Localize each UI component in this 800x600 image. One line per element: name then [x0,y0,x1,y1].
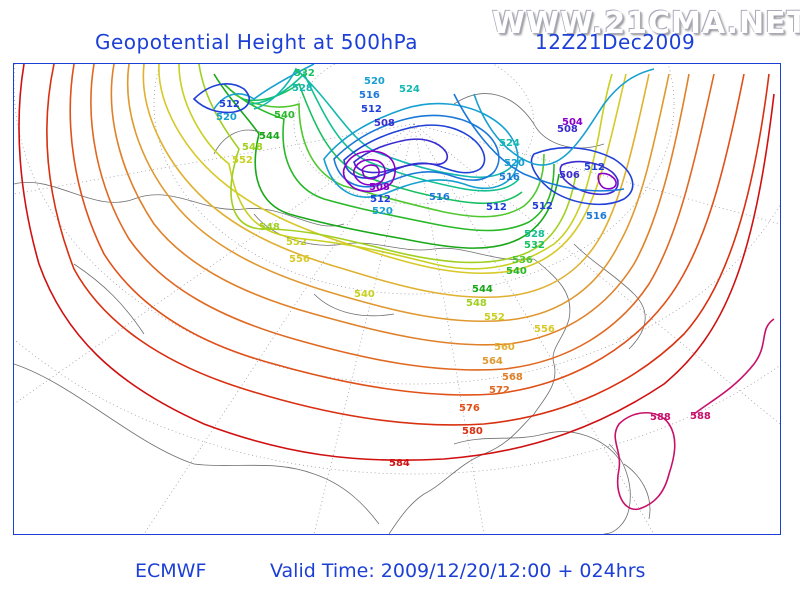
svg-text:580: 580 [462,426,483,437]
watermark-text: WWW.21CMA.NET [492,6,800,41]
contour-labels: 532 528 520 524 516 512 508 512 520 540 … [216,68,711,469]
svg-text:520: 520 [364,76,385,87]
contour-516 [333,114,500,188]
svg-text:512: 512 [370,194,391,205]
contour-588a [614,412,676,510]
coastlines [14,93,651,534]
svg-text:564: 564 [482,356,503,367]
contour-572 [90,64,715,371]
svg-text:552: 552 [286,237,307,248]
svg-text:512: 512 [361,104,382,115]
contour-532 [241,82,523,205]
contour-520 [213,64,315,110]
svg-text:552: 552 [232,155,253,166]
svg-text:588: 588 [690,411,711,422]
svg-text:524: 524 [499,138,520,149]
svg-text:528: 528 [292,83,313,94]
height-contours [18,64,775,510]
svg-text:532: 532 [524,240,545,251]
svg-text:512: 512 [219,99,240,110]
model-label: ECMWF [135,560,207,582]
contour-504a [342,150,396,193]
contour-568 [110,64,690,346]
contour-520b [323,102,519,198]
contour-520c [473,68,655,166]
svg-text:584: 584 [389,458,410,469]
map-title: Geopotential Height at 500hPa [95,30,419,54]
svg-text:572: 572 [489,385,510,396]
svg-text:588: 588 [650,412,671,423]
svg-text:516: 516 [586,211,607,222]
svg-text:556: 556 [289,254,310,265]
svg-text:520: 520 [372,206,393,217]
svg-text:512: 512 [486,202,507,213]
svg-text:532: 532 [294,68,315,79]
contour-504b [352,158,386,186]
contour-512c [192,83,250,114]
contour-map: 532 528 520 524 516 512 508 512 520 540 … [14,64,780,534]
contour-580 [46,64,770,426]
svg-text:544: 544 [472,284,493,295]
svg-text:540: 540 [506,266,527,277]
map-panel: 532 528 520 524 516 512 508 512 520 540 … [13,63,781,535]
map-datestamp: 12Z21Dec2009 [535,30,696,54]
contour-508 [353,138,448,174]
contour-564 [126,64,670,323]
contour-504d [597,172,617,190]
svg-text:544: 544 [259,131,280,142]
svg-text:520: 520 [504,158,525,169]
contour-512 [343,124,486,179]
svg-text:548: 548 [466,298,487,309]
svg-text:528: 528 [524,229,545,240]
contour-576 [69,64,745,396]
svg-text:508: 508 [369,182,390,193]
contour-508b [559,160,619,196]
contour-588b [693,318,775,415]
svg-text:552: 552 [484,312,505,323]
valid-time-label: Valid Time: 2009/12/20/12:00 + 024hrs [270,560,646,582]
svg-text:576: 576 [459,403,480,414]
svg-text:536: 536 [512,255,533,266]
svg-text:548: 548 [259,222,280,233]
svg-text:560: 560 [494,342,515,353]
svg-text:516: 516 [499,172,520,183]
svg-text:516: 516 [359,90,380,101]
contour-552 [178,64,613,270]
svg-text:508: 508 [557,124,578,135]
svg-text:520: 520 [216,112,237,123]
svg-text:512: 512 [532,201,553,212]
svg-text:524: 524 [399,84,420,95]
contour-544 [213,73,560,249]
svg-text:540: 540 [354,289,375,300]
contour-516b [453,93,625,192]
svg-text:568: 568 [502,372,523,383]
svg-text:512: 512 [584,162,605,173]
svg-text:540: 540 [274,110,295,121]
contour-536 [233,93,545,218]
contour-556 [158,64,627,275]
svg-text:508: 508 [374,118,395,129]
contour-512b [530,146,634,206]
svg-text:556: 556 [534,324,555,335]
svg-text:504: 504 [562,117,583,128]
svg-text:548: 548 [242,142,263,153]
contour-560 [142,64,650,299]
contour-584 [18,64,775,461]
contour-504c [361,164,380,180]
svg-text:516: 516 [429,192,450,203]
svg-text:506: 506 [559,170,580,181]
contour-548 [198,64,577,264]
contour-540 [223,83,555,232]
contour-528 [248,72,520,192]
